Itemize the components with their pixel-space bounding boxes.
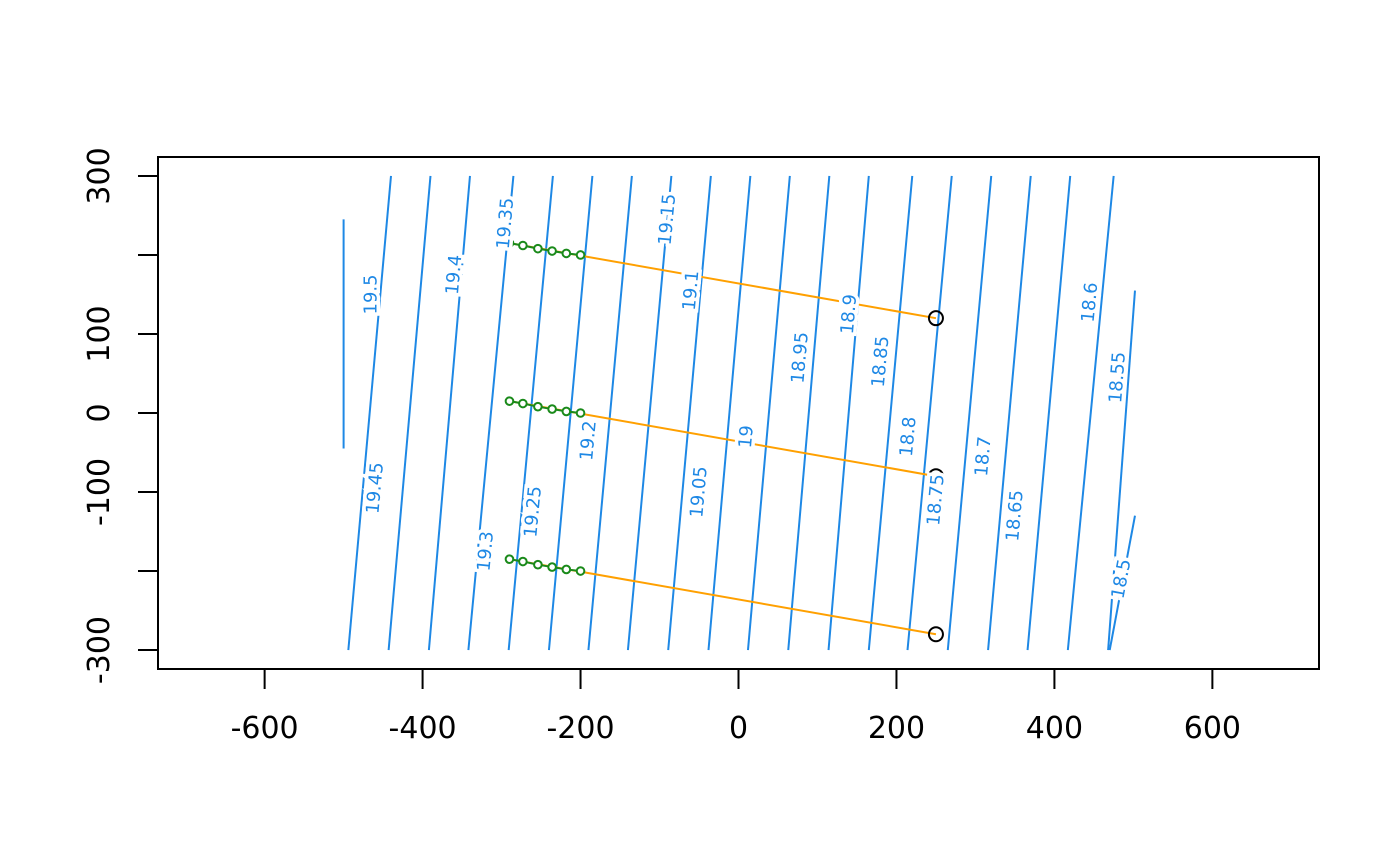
sample-point bbox=[518, 240, 528, 251]
receiver-points bbox=[927, 310, 944, 643]
sample-point bbox=[518, 556, 528, 567]
contour-label: 19 bbox=[735, 424, 758, 449]
contour-label: 19.3 bbox=[473, 530, 498, 572]
contour-label: 19.1 bbox=[679, 270, 704, 312]
contour-line bbox=[587, 175, 633, 651]
sample-point bbox=[561, 406, 572, 417]
receiver-point bbox=[927, 310, 944, 327]
contour-line bbox=[626, 175, 673, 651]
sample-point bbox=[547, 246, 557, 256]
contour-line bbox=[987, 175, 1032, 651]
contour-label: 18.7 bbox=[971, 436, 996, 478]
contour-label: 19.4 bbox=[442, 254, 466, 296]
sample-point bbox=[533, 401, 543, 412]
sample-point bbox=[575, 250, 586, 260]
x-axis: -600 -400 -200 0 200 400 600 bbox=[231, 669, 1241, 746]
x-tick-label: -600 bbox=[231, 711, 299, 746]
contour-line bbox=[507, 175, 554, 651]
contour-label: 19.2 bbox=[576, 420, 601, 462]
contour-label: 19.5 bbox=[361, 274, 382, 314]
contour-lines bbox=[342, 175, 1136, 651]
contour-line bbox=[787, 175, 831, 651]
contour-line bbox=[867, 175, 914, 651]
contour-line bbox=[746, 175, 791, 651]
sample-point bbox=[533, 243, 543, 254]
contour-line bbox=[1026, 175, 1072, 651]
sample-points bbox=[504, 238, 586, 576]
y-tick-label: -300 bbox=[82, 616, 117, 684]
contour-line bbox=[427, 175, 471, 651]
contour-label: 18.8 bbox=[896, 416, 921, 458]
contour-line bbox=[1066, 175, 1115, 651]
contour-line bbox=[707, 175, 752, 651]
contour-line bbox=[347, 175, 392, 651]
y-tick-label: 0 bbox=[82, 403, 117, 422]
x-tick-label: 400 bbox=[1026, 711, 1083, 746]
contour-line bbox=[667, 175, 712, 651]
contour-line bbox=[387, 175, 432, 651]
sample-point bbox=[561, 564, 572, 575]
sample-point bbox=[504, 396, 515, 406]
contour-line bbox=[1108, 515, 1136, 651]
sample-point bbox=[518, 398, 528, 409]
sample-point bbox=[547, 404, 557, 414]
sample-point bbox=[561, 248, 572, 259]
x-tick-label: -400 bbox=[389, 711, 457, 746]
sample-point bbox=[575, 566, 586, 576]
contour-line bbox=[1107, 290, 1136, 651]
contour-label: 18.6 bbox=[1078, 281, 1103, 323]
receiver-point bbox=[927, 626, 944, 643]
sample-point bbox=[547, 562, 557, 572]
contour-label: 19.35 bbox=[493, 197, 518, 250]
sample-point bbox=[504, 554, 515, 564]
y-tick-label: -100 bbox=[82, 458, 117, 526]
contour-line bbox=[827, 175, 870, 651]
y-axis: -300 -100 0 100 300 bbox=[82, 147, 158, 684]
contour-label: 18.9 bbox=[837, 293, 861, 335]
contour-label: 18.55 bbox=[1105, 351, 1130, 404]
contour-label: 18.95 bbox=[787, 331, 812, 384]
sample-point bbox=[575, 408, 586, 418]
sample-point bbox=[533, 559, 543, 570]
sample-point bbox=[504, 238, 515, 248]
x-tick-label: 200 bbox=[868, 711, 925, 746]
contour-line bbox=[946, 175, 993, 651]
x-tick-label: 0 bbox=[729, 711, 748, 746]
x-tick-label: 600 bbox=[1184, 711, 1241, 746]
contour-line bbox=[467, 175, 515, 651]
x-tick-label: -200 bbox=[546, 711, 614, 746]
contour-line bbox=[906, 175, 953, 651]
y-tick-label: 300 bbox=[82, 147, 117, 204]
receiver-point bbox=[927, 468, 944, 485]
y-tick-label: 100 bbox=[82, 305, 117, 362]
